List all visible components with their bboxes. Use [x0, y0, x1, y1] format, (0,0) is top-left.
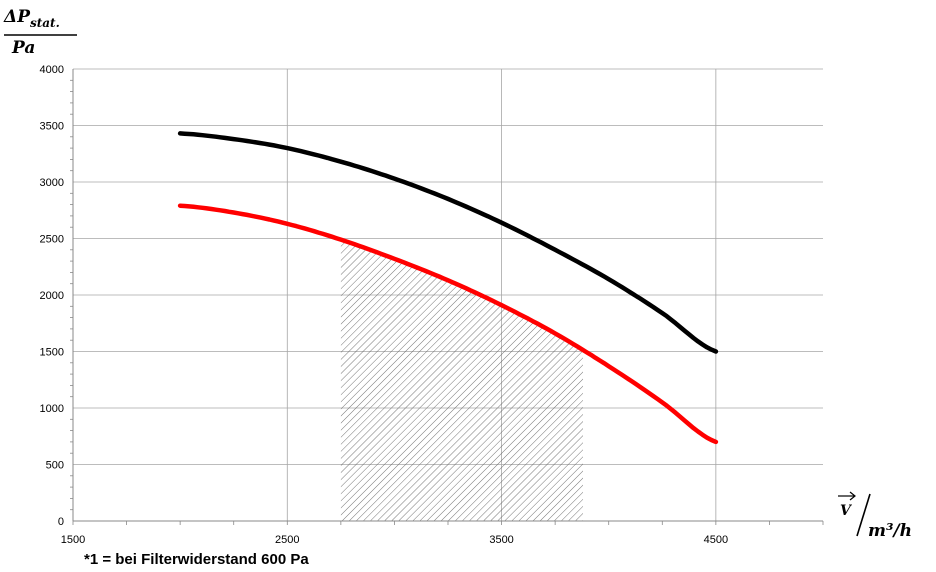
y-tick-label: 1500: [40, 347, 64, 359]
x-label-arrow-head: [849, 491, 856, 501]
x-axis-label: V m³/h: [838, 491, 912, 541]
y-label-subscript: stat.: [30, 16, 60, 30]
series-line-2: [177, 203, 719, 445]
y-tick-label: 500: [46, 460, 64, 472]
x-tick-label: 3500: [489, 534, 513, 546]
series-layer: [177, 131, 719, 445]
hatched-area: [340, 239, 583, 521]
y-tick-label: 3500: [40, 121, 64, 133]
y-tick-label: 1000: [40, 403, 64, 415]
y-axis-label: ΔPstat. Pa: [3, 7, 77, 58]
series-line-1: [177, 131, 719, 354]
hatched-region: [340, 239, 583, 521]
y-label-denominator: Pa: [11, 38, 35, 58]
x-label-denominator: m³/h: [868, 521, 912, 541]
svg-text:ΔPstat.: ΔPstat.: [3, 7, 60, 30]
x-tick-label: 4500: [704, 534, 728, 546]
y-label-numerator: ΔP: [3, 7, 31, 27]
y-tick-label: 2000: [40, 290, 64, 302]
x-tick-label: 1500: [61, 534, 85, 546]
x-tick-label: 2500: [275, 534, 299, 546]
y-tick-label: 2500: [40, 234, 64, 246]
y-tick-label: 0: [58, 516, 64, 528]
y-tick-label: 4000: [40, 64, 64, 76]
axes: [70, 69, 824, 525]
x-label-fraction-slash: [856, 493, 871, 537]
tick-labels: 0 500 1000 1500 2000 2500 3000 3500 4000 1500 2500…: [40, 64, 729, 546]
y-tick-label: 3000: [40, 177, 64, 189]
x-label-numerator: V: [840, 503, 853, 519]
footnote: *1 = bei Filterwiderstand 600 Pa: [84, 551, 309, 568]
